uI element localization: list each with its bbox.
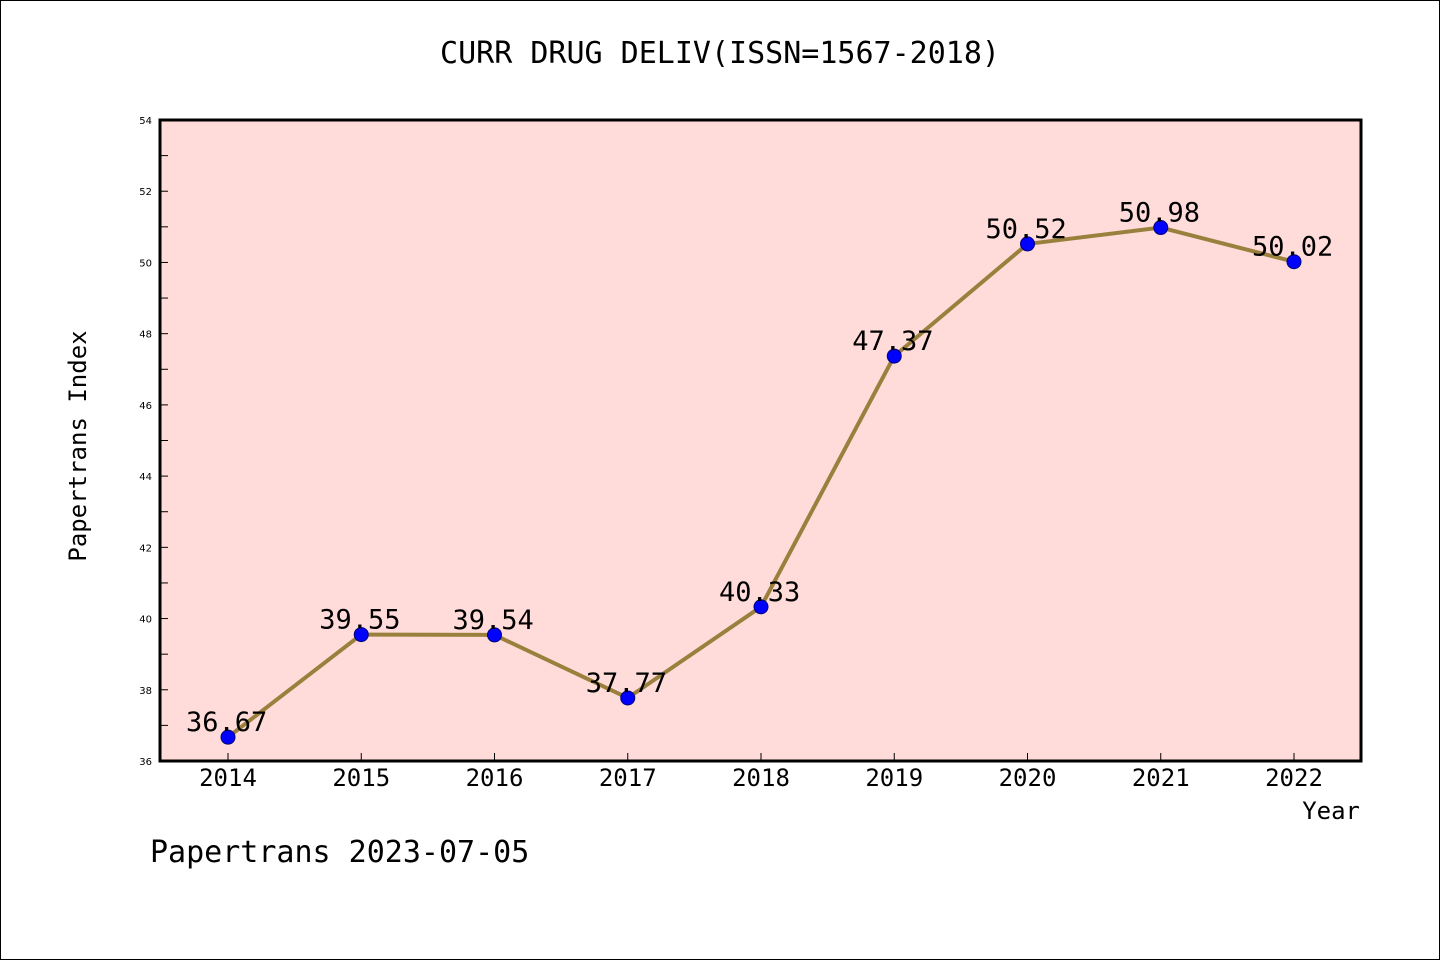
x-axis-label: Year [1302, 797, 1360, 825]
y-tick-label: 52 [139, 187, 152, 198]
data-label: 36.67 [186, 707, 267, 738]
data-markers [220, 220, 1302, 745]
data-point [886, 348, 902, 364]
x-tick-label: 2018 [732, 764, 790, 792]
data-labels: 36.67 39.55 39.54 37.77 40.33 47.37 50.52 50.98… [186, 198, 1333, 739]
y-tick-label: 46 [139, 401, 152, 412]
data-label: 39.55 [319, 605, 400, 636]
x-tick-label: 2014 [199, 764, 257, 792]
y-tick-label: 36 [139, 757, 152, 768]
x-tick-label: 2022 [1265, 764, 1323, 792]
x-tick-label: 2019 [865, 764, 923, 792]
y-tick-label: 50 [139, 258, 152, 269]
data-point [1153, 220, 1169, 236]
y-tick-label: 54 [139, 116, 152, 127]
data-point [1286, 254, 1302, 270]
data-label: 50.02 [1252, 232, 1333, 263]
footer-credit: Papertrans 2023-07-05 [150, 835, 530, 870]
x-tick-label: 2017 [599, 764, 657, 792]
x-tick-label: 2016 [466, 764, 524, 792]
y-tick-label: 48 [139, 330, 152, 341]
data-point [353, 627, 369, 643]
data-point [487, 627, 502, 643]
data-point [620, 690, 636, 706]
data-point [753, 599, 769, 615]
data-label: 40.33 [719, 577, 800, 608]
x-tick-label: 2015 [332, 764, 390, 792]
chart-title: CURR DRUG DELIV(ISSN=1567-2018) [440, 36, 1000, 71]
data-point [1020, 236, 1035, 252]
data-label: 37.77 [586, 668, 667, 699]
data-label: 47.37 [852, 326, 933, 357]
x-axis-ticks: 2014 2015 2016 2017 2018 2019 2020 2021 2022 [199, 753, 1323, 792]
x-tick-label: 2021 [1132, 764, 1190, 792]
y-tick-label: 44 [139, 472, 152, 483]
y-tick-label: 38 [139, 686, 152, 697]
plot-border [158, 118, 1363, 763]
y-tick-label: 42 [139, 543, 152, 554]
x-tick-label: 2020 [999, 764, 1057, 792]
data-label: 50.52 [986, 214, 1067, 245]
data-point [220, 729, 236, 745]
y-tick-label: 40 [139, 615, 152, 626]
data-label: 50.98 [1119, 198, 1200, 229]
data-label: 39.54 [453, 605, 534, 636]
